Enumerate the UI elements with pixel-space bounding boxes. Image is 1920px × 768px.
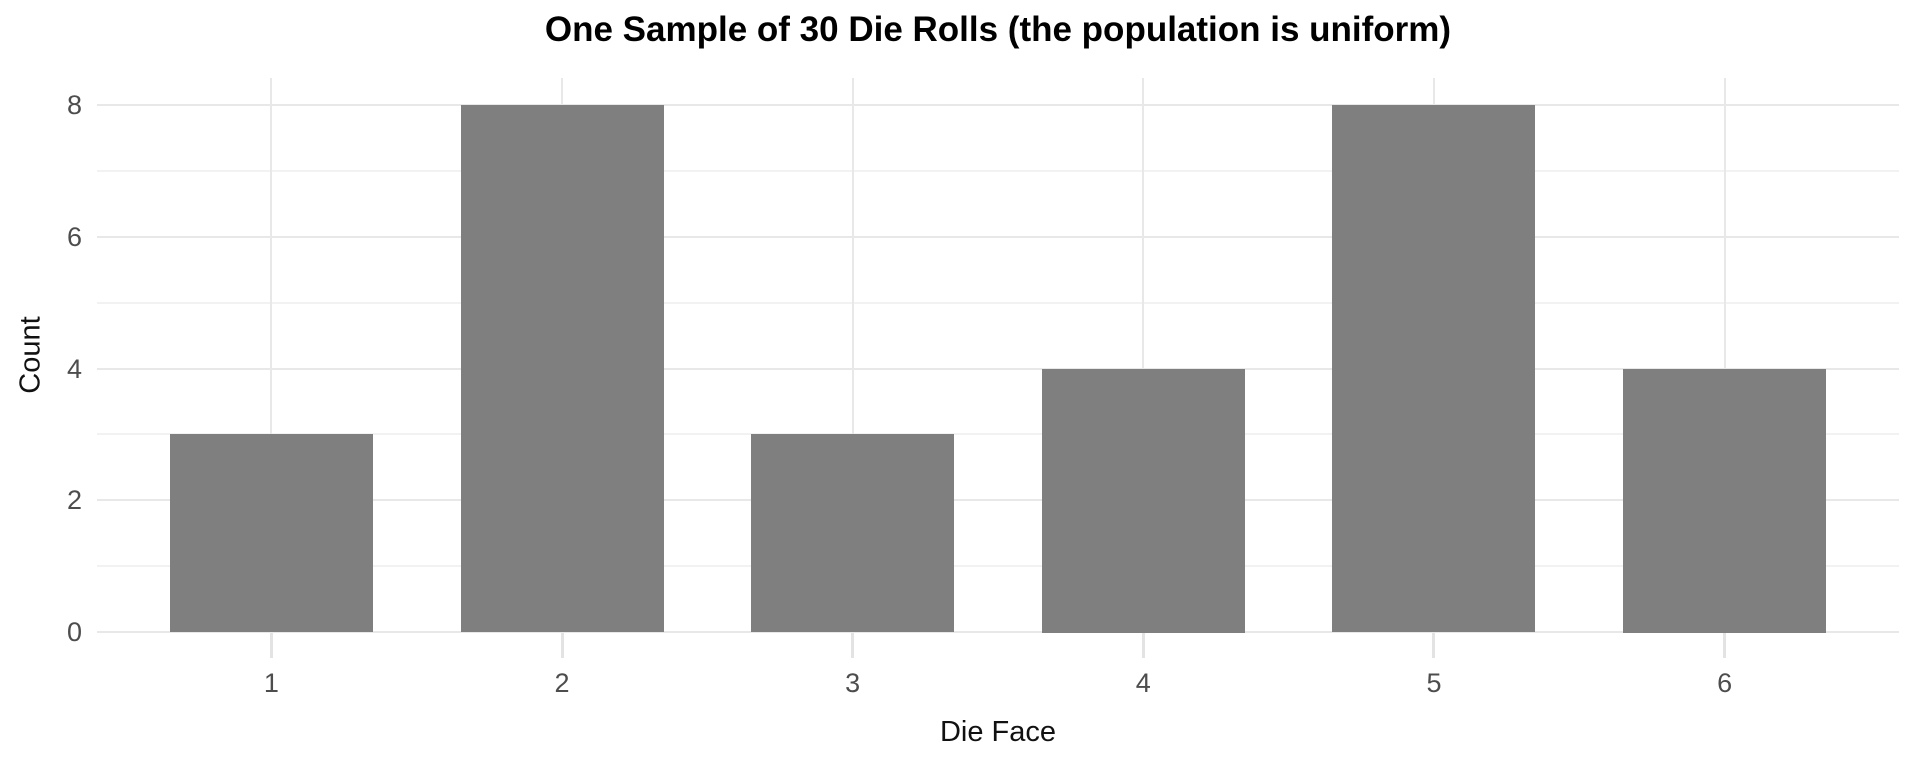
chart-title: One Sample of 30 Die Rolls (the populati… (544, 10, 1452, 49)
bar-die-face-1 (170, 434, 373, 632)
x-tick-label-4: 4 (1135, 668, 1151, 698)
bar-die-face-2 (461, 105, 664, 632)
x-tick-label-6: 6 (1717, 668, 1733, 698)
x-tick-label-2: 2 (554, 668, 570, 698)
bar-die-face-4 (1042, 369, 1245, 633)
gridline-major-x-6 (1723, 78, 1726, 632)
x-tick-3 (851, 633, 855, 658)
y-tick-label-6: 6 (66, 221, 82, 252)
x-tick-4 (1141, 633, 1145, 658)
gridline-minor-y-7 (97, 169, 1899, 172)
x-axis-title: Die Face (939, 716, 1057, 748)
gridline-major-y-8 (97, 104, 1899, 106)
x-tick-5 (1432, 633, 1436, 658)
bar-die-face-5 (1332, 105, 1535, 632)
x-tick-1 (269, 633, 273, 658)
x-tick-label-5: 5 (1426, 668, 1442, 698)
gridline-major-y-2 (97, 499, 1899, 502)
gridline-major-y-4 (97, 367, 1899, 370)
gridline-major-x-1 (270, 78, 273, 632)
bar-die-face-3 (751, 434, 954, 632)
gridline-minor-y-3 (97, 433, 1899, 436)
y-tick-label-4: 4 (66, 353, 82, 384)
y-tick-label-8: 8 (66, 90, 82, 120)
gridline-minor-y-1 (97, 565, 1899, 568)
x-tick-label-1: 1 (263, 668, 279, 698)
bar-die-face-6 (1623, 369, 1826, 633)
x-tick-6 (1723, 633, 1727, 658)
x-tick-label-3: 3 (845, 668, 861, 698)
gridline-major-x-4 (1142, 78, 1145, 632)
gridline-minor-y-5 (97, 301, 1899, 304)
y-tick-label-2: 2 (66, 485, 82, 516)
gridline-major-y-0 (97, 631, 1899, 633)
y-tick-label-0: 0 (66, 617, 82, 647)
x-tick-2 (560, 633, 564, 658)
gridline-major-y-6 (97, 235, 1899, 238)
gridline-major-x-3 (851, 78, 854, 632)
